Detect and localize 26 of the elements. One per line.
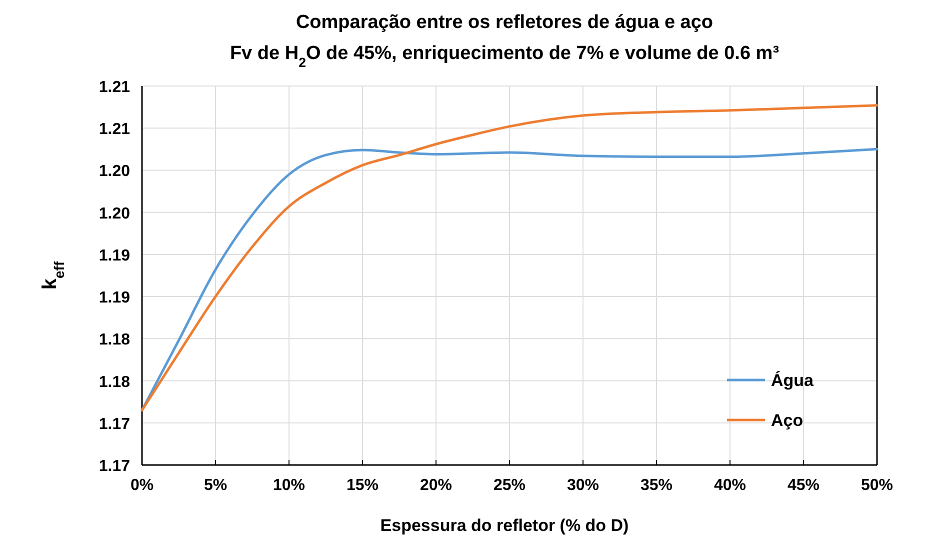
y-tick-label: 1.21	[98, 121, 130, 138]
x-axis-title: Espessura do refletor (% do D)	[380, 516, 629, 535]
y-tick-label: 1.17	[98, 458, 130, 475]
legend-label: Água	[771, 370, 814, 390]
x-tick-label: 10%	[272, 477, 306, 494]
x-tick-label: 45%	[787, 477, 820, 494]
x-tick-label: 50%	[860, 477, 894, 494]
x-tick-label: 5%	[204, 477, 228, 494]
chart-title: Comparação entre os refletores de água e aço	[296, 12, 714, 33]
x-tick-label: 0%	[130, 477, 154, 494]
y-tick-label: 1.17	[98, 416, 130, 433]
y-tick-label: 1.19	[98, 290, 130, 307]
y-tick-label: 1.19	[98, 247, 130, 264]
y-tick-label: 1.21	[98, 79, 130, 96]
y-tick-label: 1.20	[98, 163, 130, 180]
y-tick-label: 1.20	[98, 205, 130, 222]
chart-subtitle: Fv de H$_{2}$O de 45%, enriquecimento de 7% e volume de 0.6 m³	[230, 43, 780, 70]
legend-label: Aço	[771, 411, 804, 430]
x-tick-label: 20%	[420, 477, 452, 494]
x-tick-label: 25%	[493, 477, 526, 494]
x-tick-label: 40%	[714, 477, 746, 494]
x-tick-label: 35%	[640, 477, 673, 494]
x-tick-label: 30%	[566, 477, 600, 494]
x-tick-label: 15%	[346, 477, 379, 494]
y-tick-label: 1.18	[98, 374, 130, 391]
y-tick-label: 1.18	[98, 332, 130, 349]
